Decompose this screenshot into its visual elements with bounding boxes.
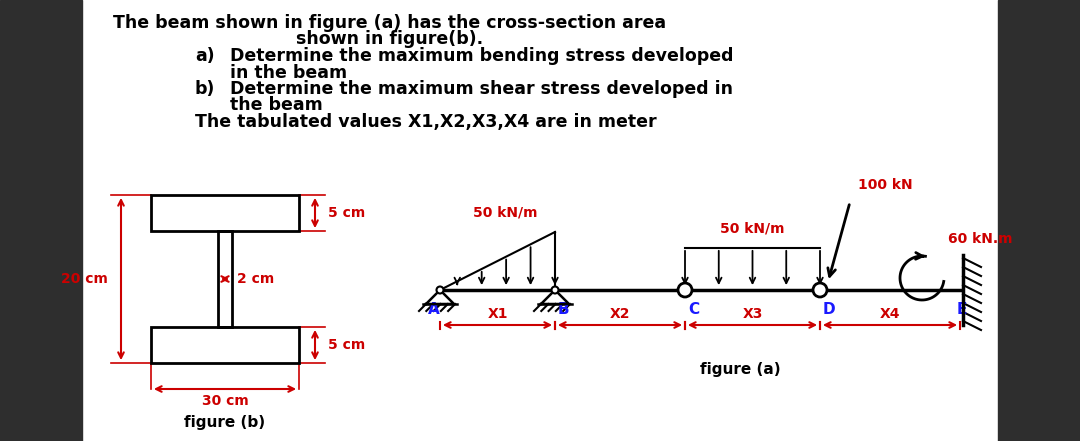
Text: 5 cm: 5 cm	[328, 206, 365, 220]
Bar	[0, 0, 82, 441]
Text: E: E	[957, 302, 968, 317]
Text: B: B	[558, 302, 569, 317]
Text: b): b)	[195, 80, 215, 98]
Text: Determine the maximum bending stress developed: Determine the maximum bending stress dev…	[230, 47, 733, 65]
Text: 20 cm: 20 cm	[62, 272, 108, 286]
Text: X1: X1	[487, 307, 508, 321]
Bar	[218, 231, 232, 327]
Circle shape	[552, 287, 558, 294]
Text: the beam: the beam	[230, 97, 323, 115]
Text: A: A	[428, 302, 440, 317]
Text: 60 kN.m: 60 kN.m	[948, 232, 1013, 246]
Text: X3: X3	[742, 307, 762, 321]
Text: The tabulated values X1,X2,X3,X4 are in meter: The tabulated values X1,X2,X3,X4 are in …	[195, 113, 657, 131]
Bar	[151, 195, 299, 231]
Text: 100 kN: 100 kN	[858, 178, 913, 192]
Text: 2 cm: 2 cm	[237, 272, 274, 286]
Text: 50 kN/m: 50 kN/m	[720, 222, 785, 236]
Circle shape	[678, 283, 692, 297]
Text: Determine the maximum shear stress developed in: Determine the maximum shear stress devel…	[230, 80, 733, 98]
Text: The beam shown in figure (a) has the cross-section area: The beam shown in figure (a) has the cro…	[113, 14, 666, 32]
Bar	[151, 327, 299, 363]
Text: X4: X4	[880, 307, 901, 321]
Text: D: D	[823, 302, 836, 317]
Text: shown in figure(b).: shown in figure(b).	[296, 30, 484, 49]
Circle shape	[813, 283, 827, 297]
Text: a): a)	[195, 47, 215, 65]
Text: figure (b): figure (b)	[185, 415, 266, 430]
Text: C: C	[688, 302, 699, 317]
Text: 30 cm: 30 cm	[202, 394, 248, 408]
Circle shape	[436, 287, 444, 294]
Text: 50 kN/m: 50 kN/m	[473, 206, 538, 220]
Text: in the beam: in the beam	[230, 64, 347, 82]
Text: X2: X2	[610, 307, 631, 321]
Text: 5 cm: 5 cm	[328, 338, 365, 352]
Bar	[998, 0, 1080, 441]
Text: figure (a): figure (a)	[700, 362, 781, 377]
